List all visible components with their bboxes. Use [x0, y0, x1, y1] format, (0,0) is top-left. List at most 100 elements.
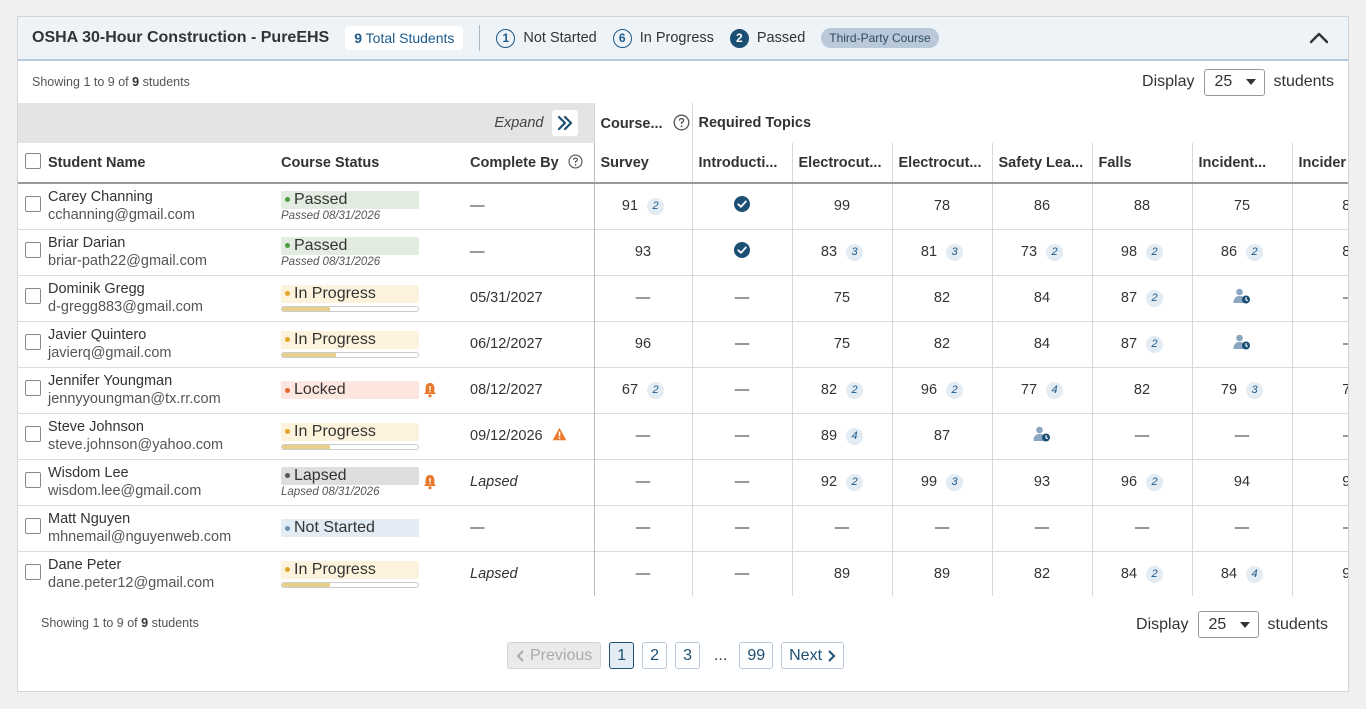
- attempts-badge[interactable]: 2: [1246, 243, 1264, 261]
- attempts-badge[interactable]: 2: [1146, 243, 1164, 261]
- page-button-last[interactable]: 99: [739, 642, 774, 669]
- row-checkbox[interactable]: [25, 334, 41, 350]
- alert-bell-icon[interactable]: [423, 474, 437, 494]
- expand-control[interactable]: Expand: [494, 110, 578, 136]
- pagination: Previous 1 2 3 ... 99 Next: [507, 642, 852, 669]
- students-table-wrap[interactable]: Expand Course... Required Topics: [18, 103, 1348, 596]
- student-name[interactable]: Matt Nguyen: [48, 511, 131, 527]
- attempts-badge[interactable]: 2: [1146, 335, 1164, 353]
- attempts-badge[interactable]: 2: [846, 381, 864, 399]
- table-row[interactable]: Briar Darian briar-path22@gmail.com Passed…: [18, 229, 1348, 275]
- score-value: 96: [634, 336, 652, 352]
- user-clock-icon[interactable]: [1233, 288, 1251, 308]
- user-clock-icon[interactable]: [1233, 334, 1251, 354]
- student-name[interactable]: Briar Darian: [48, 235, 126, 251]
- row-checkbox[interactable]: [25, 288, 41, 304]
- col-topic[interactable]: Incider: [1291, 143, 1348, 184]
- page-size-select[interactable]: 25: [1197, 611, 1259, 638]
- col-topic[interactable]: Safety Lea...: [991, 143, 1092, 184]
- showing-text: Showing 1 to 9 of 9 students: [32, 75, 190, 89]
- row-checkbox[interactable]: [25, 196, 41, 213]
- col-topic[interactable]: Incident...: [1191, 143, 1292, 184]
- col-topic[interactable]: Electrocut...: [791, 143, 892, 184]
- attempts-badge[interactable]: 3: [1246, 381, 1264, 399]
- score-value: —: [1234, 428, 1250, 444]
- required-topics-header: Required Topics: [691, 103, 1348, 143]
- student-name[interactable]: Wisdom Lee: [48, 465, 129, 481]
- col-topic[interactable]: Electrocut...: [891, 143, 992, 184]
- table-row[interactable]: Carey Channing cchanning@gmail.com Passed P…: [18, 183, 1348, 229]
- score-cell: 82: [991, 551, 1092, 596]
- expand-double-chevron-icon[interactable]: [551, 110, 578, 136]
- attempts-badge[interactable]: 3: [946, 473, 964, 491]
- row-checkbox[interactable]: [25, 242, 41, 258]
- attempts-badge[interactable]: 4: [1246, 565, 1264, 583]
- student-name[interactable]: Steve Johnson: [48, 419, 144, 435]
- stat-in-progress[interactable]: 6 In Progress: [612, 28, 714, 48]
- attempts-badge[interactable]: 2: [647, 381, 665, 399]
- select-all-checkbox[interactable]: [25, 152, 41, 169]
- col-topic[interactable]: Introducti...: [691, 143, 792, 184]
- attempts-badge[interactable]: 2: [1046, 243, 1064, 261]
- score-cell: 82: [891, 321, 992, 367]
- attempts-badge[interactable]: 2: [1146, 565, 1164, 583]
- table-row[interactable]: Steve Johnson steve.johnson@yahoo.com In P…: [18, 413, 1348, 459]
- table-row[interactable]: Jennifer Youngman jennyyoungman@tx.rr.com…: [18, 367, 1348, 413]
- table-row[interactable]: Matt Nguyen mhnemail@nguyenweb.com Not Sta…: [18, 505, 1348, 551]
- row-select-cell: [18, 367, 42, 413]
- next-button[interactable]: Next: [781, 642, 845, 669]
- total-count: 9: [354, 30, 363, 46]
- attempts-badge[interactable]: 3: [946, 243, 964, 261]
- attempts-badge[interactable]: 2: [1146, 473, 1164, 491]
- attempts-badge[interactable]: 4: [1046, 381, 1064, 399]
- row-checkbox[interactable]: [25, 472, 41, 488]
- col-course-status[interactable]: Course Status: [275, 143, 464, 184]
- col-survey[interactable]: Survey: [593, 143, 692, 184]
- attempts-badge[interactable]: 4: [846, 427, 864, 445]
- table-row[interactable]: Wisdom Lee wisdom.lee@gmail.com Lapsed Laps…: [18, 459, 1348, 505]
- status-cell: In Progress: [275, 321, 464, 367]
- help-icon[interactable]: [568, 154, 583, 169]
- table-row[interactable]: Javier Quintero javierq@gmail.com In Progr…: [18, 321, 1348, 367]
- attempts-badge[interactable]: 2: [1146, 289, 1164, 307]
- alert-bell-icon[interactable]: [423, 382, 437, 402]
- student-name[interactable]: Carey Channing: [48, 189, 153, 206]
- attempts-badge[interactable]: 2: [647, 197, 665, 215]
- total-students-pill[interactable]: 9 Total Students: [345, 26, 464, 50]
- status-cell: In Progress: [275, 275, 464, 321]
- warning-triangle-icon[interactable]: [543, 427, 567, 445]
- student-name[interactable]: Dominik Gregg: [48, 281, 145, 297]
- table-row[interactable]: Dane Peter dane.peter12@gmail.com In Progr…: [18, 551, 1348, 596]
- stat-passed[interactable]: 2 Passed: [729, 28, 805, 48]
- student-name[interactable]: Dane Peter: [48, 557, 122, 573]
- row-checkbox[interactable]: [25, 426, 41, 442]
- col-topic[interactable]: Falls: [1091, 143, 1192, 184]
- previous-button[interactable]: Previous: [507, 642, 602, 669]
- page-button-2[interactable]: 2: [642, 642, 668, 669]
- student-name[interactable]: Javier Quintero: [48, 327, 147, 343]
- stat-not-started[interactable]: 1 Not Started: [496, 28, 597, 48]
- attempts-badge[interactable]: 3: [846, 243, 864, 261]
- row-checkbox[interactable]: [25, 518, 41, 534]
- page-button-3[interactable]: 3: [675, 642, 700, 669]
- col-student-name[interactable]: Student Name: [42, 143, 275, 184]
- attempts-badge[interactable]: 2: [846, 473, 864, 491]
- score-value: 82: [820, 382, 838, 398]
- score-cell: —: [1191, 505, 1292, 551]
- user-clock-icon[interactable]: [1033, 426, 1051, 446]
- page-size-select[interactable]: 25: [1203, 68, 1265, 96]
- status-dot: [285, 337, 290, 342]
- student-name[interactable]: Jennifer Youngman: [48, 373, 173, 389]
- attempts-badge[interactable]: 2: [946, 381, 964, 399]
- collapse-chevron-up-icon[interactable]: [1308, 27, 1330, 49]
- help-icon[interactable]: [673, 114, 690, 131]
- score-cell: 84: [991, 321, 1092, 367]
- col-complete-by[interactable]: Complete By: [464, 143, 594, 184]
- score-value: 77: [1342, 382, 1348, 398]
- student-cell: Steve Johnson steve.johnson@yahoo.com: [42, 413, 275, 459]
- page-button-1[interactable]: 1: [609, 642, 635, 669]
- row-checkbox[interactable]: [25, 564, 41, 580]
- table-row[interactable]: Dominik Gregg d-gregg883@gmail.com In Prog…: [18, 275, 1348, 321]
- row-checkbox[interactable]: [25, 380, 41, 396]
- score-cell: 89: [891, 551, 992, 596]
